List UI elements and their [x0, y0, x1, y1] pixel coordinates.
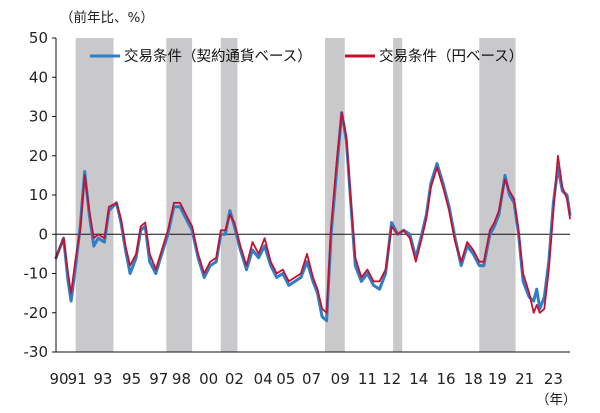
y-tick-label: -30 [24, 343, 49, 361]
legend-label-yen-basis: 交易条件（円ベース） [379, 47, 523, 65]
x-tick-label: 97 [149, 370, 168, 388]
x-tick-label: 12 [382, 370, 401, 388]
x-tick-label: 23 [544, 370, 563, 388]
x-tick-label: 98 [172, 370, 191, 388]
series-lines [54, 111, 572, 323]
x-tick-label: 18 [464, 370, 483, 388]
x-tick-label: 91 [68, 370, 87, 388]
shaded-period-1 [166, 38, 193, 352]
shaded-period-4 [393, 38, 403, 352]
x-tick-label: 21 [515, 370, 534, 388]
x-tick-label: 16 [436, 370, 455, 388]
x-tick-label: 19 [488, 370, 507, 388]
y-tick-label: 0 [38, 225, 48, 243]
series-line-1 [55, 111, 571, 314]
x-tick-label: 02 [225, 370, 244, 388]
y-tick-label: 50 [29, 29, 48, 47]
shaded-period-2 [220, 38, 238, 352]
x-tick-label: 00 [199, 370, 218, 388]
y-tick-label: 10 [29, 186, 48, 204]
y-tick-label: -20 [24, 304, 49, 322]
x-tick-label: 04 [254, 370, 273, 388]
y-tick-label: 20 [29, 147, 48, 165]
y-tick-label: 30 [29, 108, 48, 126]
y-tick-label: -10 [24, 265, 49, 283]
x-tick-label: 09 [331, 370, 350, 388]
x-tick-labels: 90 91 93 95 97 98 00 02 04 05 07 09 11 12 14 16 18 19 21 23 [49, 370, 562, 388]
x-tick-label: 11 [358, 370, 377, 388]
x-axis-unit-label: （年） [536, 392, 577, 408]
shaded-periods [75, 38, 516, 352]
y-tick-label: 40 [29, 68, 48, 86]
y-axis-unit-label: （前年比、%） [60, 9, 154, 26]
x-tick-label: 14 [409, 370, 428, 388]
x-tick-label: 95 [122, 370, 141, 388]
x-tick-label: 07 [302, 370, 321, 388]
legend: 交易条件（契約通貨ベース） 交易条件（円ベース） [90, 47, 523, 65]
x-tick-label: 90 [49, 370, 68, 388]
y-tick-labels: 50 40 30 20 10 0 -10 -20 -30 [24, 29, 56, 361]
legend-label-contract-currency: 交易条件（契約通貨ベース） [124, 47, 312, 65]
x-tick-label: 05 [276, 370, 295, 388]
x-tick-label: 93 [93, 370, 112, 388]
